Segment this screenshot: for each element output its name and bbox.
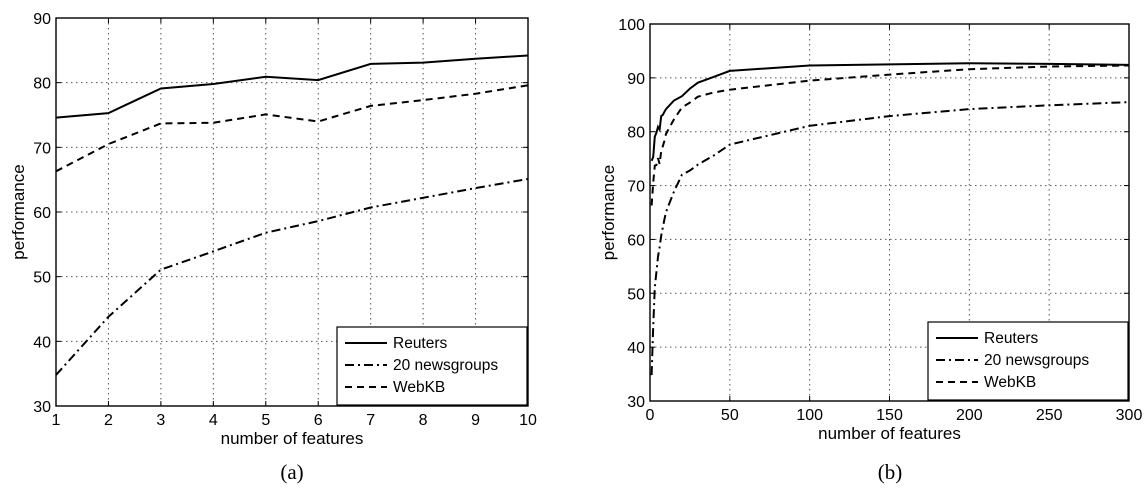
y-tick-label: 80	[33, 76, 51, 93]
x-tick-label: 5	[261, 412, 270, 429]
x-tick-label: 4	[209, 412, 218, 429]
x-tick-label: 2	[104, 412, 113, 429]
series-line-reuters	[650, 62, 1130, 162]
y-tick-label: 90	[33, 11, 51, 28]
chart-panel-a: 1 2 3 4 5 6 7 8 9 10 30 40 50 60 70 80 90 Reuters 20 newsg…	[9, 11, 537, 484]
x-tick-label: 300	[1116, 407, 1143, 424]
panel-caption: (b)	[878, 460, 903, 484]
x-tick-label: 100	[796, 407, 823, 424]
y-tick-label: 30	[33, 399, 51, 416]
y-tick-label: 50	[33, 270, 51, 287]
y-tick-label: 60	[33, 205, 51, 222]
x-tick-label: 250	[1036, 407, 1063, 424]
panel-caption: (a)	[280, 460, 303, 484]
series-line-20-newsgroups	[650, 101, 1130, 376]
x-tick-label: 6	[314, 412, 323, 429]
y-tick-label: 40	[33, 334, 51, 351]
y-axis-label: performance	[599, 165, 618, 260]
x-tick-label: 200	[956, 407, 983, 424]
y-tick-label: 70	[33, 140, 51, 157]
x-tick-label: 7	[366, 412, 375, 429]
chart-panel-b: 0 50 100 150 200 250 300 30 40 50 60 70 80 90 100 Reute…	[599, 17, 1142, 484]
x-tick-label: 10	[519, 412, 537, 429]
series-line-reuters	[55, 54, 529, 119]
y-axis-label: performance	[9, 164, 28, 259]
x-tick-label: 9	[471, 412, 480, 429]
plot-frame	[55, 17, 529, 407]
x-tick-label: 0	[646, 407, 655, 424]
x-tick-label: 50	[721, 407, 739, 424]
series-line-20-newsgroups	[55, 178, 529, 376]
legend-label: Reuters	[393, 335, 448, 352]
x-tick-label: 1	[52, 412, 61, 429]
y-tick-label: 40	[627, 340, 645, 357]
y-tick-label: 80	[627, 125, 645, 142]
legend-label: 20 newsgroups	[984, 352, 1089, 369]
y-tick-label: 90	[627, 71, 645, 88]
y-tick-label: 30	[627, 394, 645, 411]
legend-label: Reuters	[984, 330, 1039, 347]
x-axis-label: number of features	[818, 424, 961, 443]
legend-label: WebKB	[984, 374, 1036, 391]
x-tick-label: 150	[876, 407, 903, 424]
series-line-webkb	[55, 84, 529, 173]
y-tick-label: 70	[627, 179, 645, 196]
x-tick-label: 8	[419, 412, 428, 429]
series-line-webkb	[650, 64, 1130, 206]
x-axis-label: number of features	[221, 429, 364, 448]
legend-label: 20 newsgroups	[393, 357, 498, 374]
y-tick-label: 100	[618, 17, 645, 34]
x-tick-label: 3	[156, 412, 165, 429]
y-tick-label: 50	[627, 286, 645, 303]
legend-label: WebKB	[393, 379, 445, 396]
plot-frame	[649, 23, 1130, 402]
y-tick-label: 60	[627, 232, 645, 249]
